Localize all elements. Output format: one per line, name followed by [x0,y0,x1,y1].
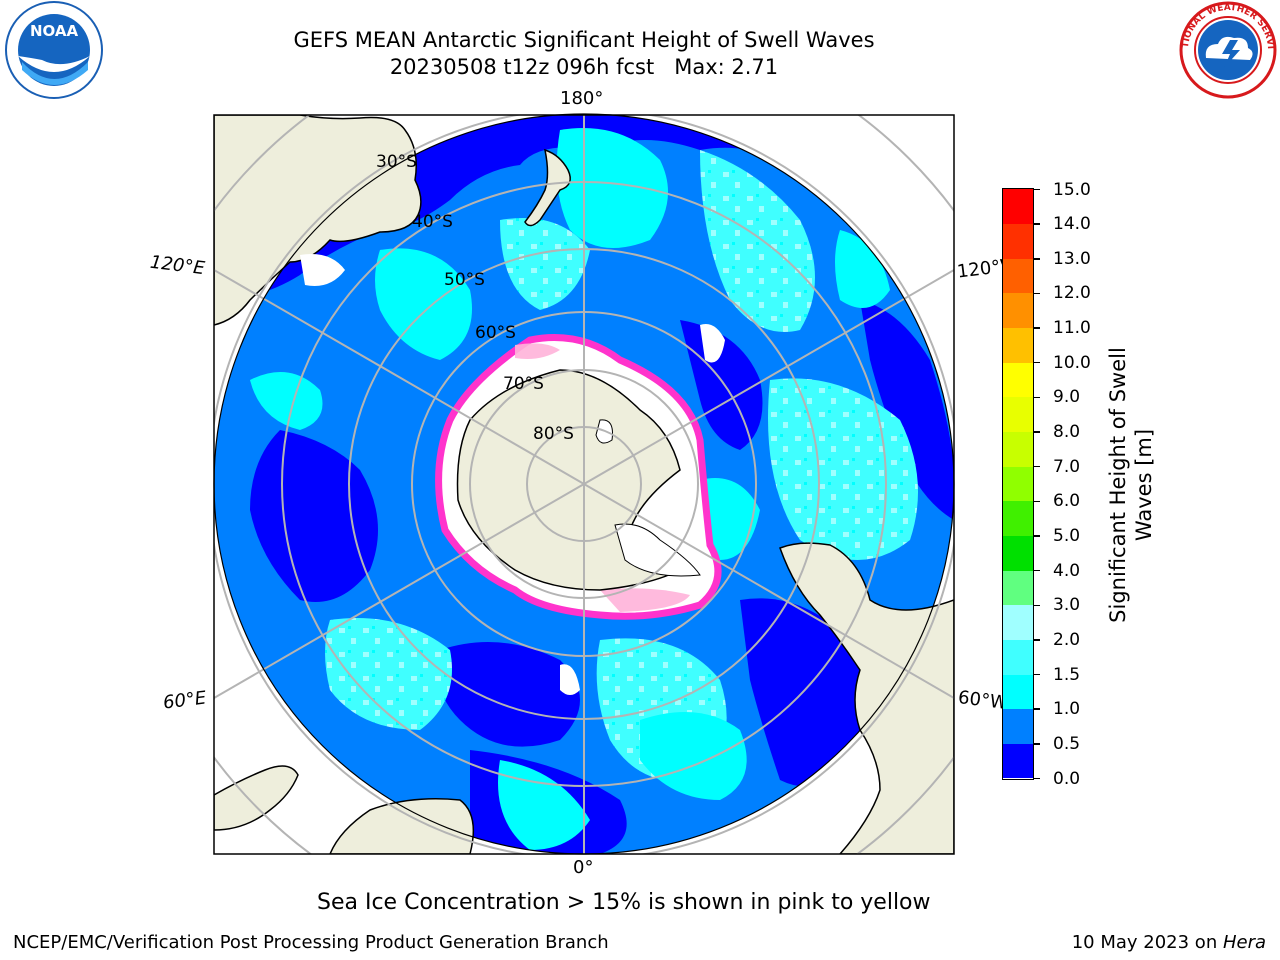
noaa-logo-text: NOAA [30,22,79,40]
colorbar-tick [1034,708,1040,710]
sea-ice-note: Sea Ice Concentration > 15% is shown in … [317,890,931,915]
map-frame [213,114,955,855]
colorbar-label: Significant Height of Swell Waves [m] [1106,347,1156,623]
colorbar-segment [1003,604,1033,640]
colorbar-tick-label: 6.0 [1053,491,1081,512]
colorbar-segment [1003,189,1033,225]
colorbar-segment [1003,570,1033,606]
lat-label-60s: 60°S [475,323,516,343]
lat-label-70s: 70°S [503,374,544,394]
colorbar-tick-label: 0.0 [1053,768,1081,789]
colorbar-tick [1034,639,1040,641]
colorbar-tick-label: 1.0 [1053,699,1081,720]
colorbar-tick [1034,743,1040,745]
colorbar-segment [1003,327,1033,363]
colorbar-tick-label: 13.0 [1053,248,1091,269]
colorbar-segment [1003,743,1033,779]
lat-label-40s: 40°S [412,212,453,232]
colorbar [1002,188,1034,780]
colorbar-tick-label: 7.0 [1053,456,1081,477]
colorbar-tick [1034,188,1040,191]
colorbar-tick-label: 1.5 [1053,664,1081,685]
colorbar-segment [1003,639,1033,675]
colorbar-segment [1003,674,1033,710]
colorbar-tick [1034,258,1040,260]
colorbar-tick-label: 5.0 [1053,525,1081,546]
noaa-logo: NOAA [5,1,103,99]
lon-label-0: 0° [573,857,594,878]
colorbar-segment [1003,362,1033,398]
colorbar-tick [1034,673,1040,676]
graticule [214,115,954,854]
colorbar-tick [1034,223,1040,225]
colorbar-segment [1003,708,1033,744]
chart-subtitle: 20230508 t12z 096h fcst Max: 2.71 [389,55,779,79]
lon-label-180: 180° [560,88,604,109]
colorbar-tick-label: 0.5 [1053,733,1081,754]
colorbar-segment [1003,223,1033,259]
colorbar-segment [1003,535,1033,571]
colorbar-segment [1003,431,1033,467]
footer-date-text: 10 May 2023 on [1071,932,1223,953]
colorbar-tick-label: 4.0 [1053,560,1081,581]
colorbar-tick [1034,500,1040,503]
lat-label-30s: 30°S [376,152,417,172]
colorbar-tick [1034,535,1040,537]
colorbar-segment [1003,500,1033,536]
colorbar-tick [1034,465,1040,468]
lat-label-50s: 50°S [444,270,485,290]
colorbar-tick [1034,431,1040,433]
land-madagascar [214,765,299,831]
lat-label-80s: 80°S [533,424,574,444]
nws-logo: NATIONAL WEATHER SERVICE [1178,0,1277,99]
colorbar-tick-label: 11.0 [1053,318,1091,339]
colorbar-tick-label: 9.0 [1053,387,1081,408]
footer-host: Hera [1222,932,1266,953]
colorbar-tick-label: 15.0 [1053,179,1091,200]
colorbar-tick [1034,396,1040,399]
colorbar-tick-label: 10.0 [1053,352,1091,373]
footer-credit: NCEP/EMC/Verification Post Processing Pr… [13,932,609,953]
colorbar-tick [1034,777,1040,780]
colorbar-tick-label: 3.0 [1053,595,1081,616]
colorbar-segment [1003,396,1033,433]
colorbar-tick [1034,604,1040,606]
colorbar-tick [1034,327,1040,329]
colorbar-segment [1003,466,1033,502]
colorbar-tick-label: 14.0 [1053,214,1091,235]
colorbar-segment [1003,258,1033,294]
colorbar-segment [1003,292,1033,329]
colorbar-tick-label: 2.0 [1053,629,1081,650]
colorbar-tick [1034,569,1040,572]
chart-title: GEFS MEAN Antarctic Significant Height o… [293,28,875,52]
colorbar-tick [1034,361,1040,364]
colorbar-tick-label: 8.0 [1053,422,1081,443]
colorbar-tick-label: 12.0 [1053,283,1091,304]
colorbar-tick [1034,292,1040,295]
footer-date: 10 May 2023 on Hera [1072,932,1266,953]
